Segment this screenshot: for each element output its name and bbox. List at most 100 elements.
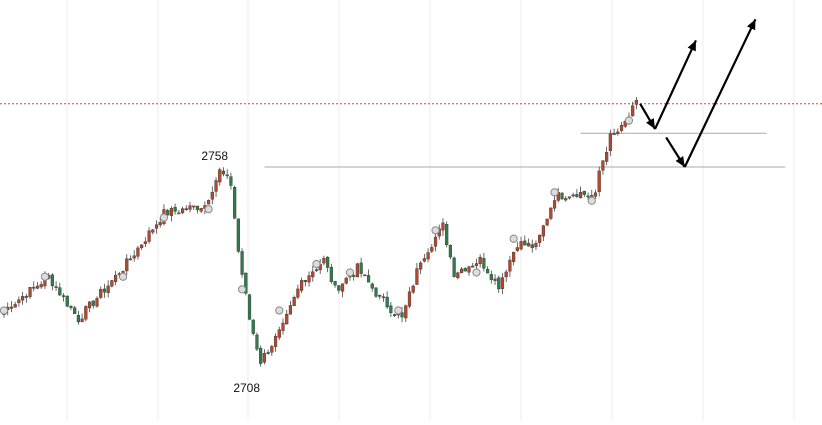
candle-body <box>486 268 490 274</box>
candle-body <box>225 174 229 177</box>
candle <box>54 281 58 291</box>
candle <box>154 220 159 234</box>
candle-body <box>326 256 330 268</box>
candle <box>378 294 382 300</box>
candle-body <box>400 312 404 318</box>
candle-body <box>140 244 144 248</box>
candle-body <box>102 288 107 293</box>
candle-body <box>28 287 32 297</box>
candle <box>50 273 54 291</box>
candle <box>601 160 605 175</box>
candle <box>80 313 84 323</box>
candle <box>404 304 408 322</box>
candle-body <box>593 192 598 197</box>
candle <box>218 167 222 186</box>
candle <box>281 318 285 335</box>
candle-body <box>497 277 501 290</box>
candle <box>370 282 374 292</box>
candle <box>195 205 200 214</box>
candle-body <box>456 272 460 279</box>
candle-body <box>500 277 505 289</box>
candle <box>35 281 40 290</box>
candle-body <box>478 256 482 265</box>
candle-body <box>300 280 304 291</box>
candle-body <box>322 257 326 264</box>
candle-body <box>571 194 575 197</box>
candle-body <box>65 295 69 307</box>
candle-body <box>84 306 88 320</box>
candle <box>188 201 192 213</box>
arrow-head-3 <box>747 19 756 31</box>
candle <box>519 236 523 251</box>
candle-body <box>519 241 523 250</box>
candle <box>221 167 226 177</box>
candle-body <box>329 267 333 282</box>
marker-dot <box>40 272 50 281</box>
candle <box>184 205 188 212</box>
candle <box>311 266 315 282</box>
candle <box>173 203 177 215</box>
candle <box>597 166 601 197</box>
candle <box>426 248 430 263</box>
marker-dot <box>394 306 403 315</box>
candle-body <box>448 245 452 258</box>
candle <box>329 263 333 284</box>
candle-layer <box>2 97 638 367</box>
arrow-head-1 <box>687 40 696 52</box>
candle-body <box>54 286 58 288</box>
candle-body <box>590 195 594 197</box>
candle <box>210 186 214 205</box>
candle-body <box>199 208 203 212</box>
candle-body <box>158 222 162 226</box>
candle <box>352 273 356 281</box>
candle-body <box>534 242 538 248</box>
candle <box>180 206 185 215</box>
candle <box>579 186 583 199</box>
candle <box>84 305 88 322</box>
candle-body <box>192 205 196 208</box>
candle-body <box>61 295 66 297</box>
candle-body <box>337 285 341 291</box>
candle <box>233 185 237 219</box>
candle <box>586 192 590 200</box>
candle-body <box>344 277 348 284</box>
candle-body <box>393 314 397 316</box>
candle-body <box>266 352 270 354</box>
candle-body <box>255 334 259 350</box>
candle-body <box>359 262 363 274</box>
candle-body <box>538 234 542 243</box>
candle-body <box>512 251 516 262</box>
candle-body <box>314 269 319 271</box>
candle-body <box>433 236 438 247</box>
candle-body <box>136 247 140 257</box>
candle-body <box>236 218 240 252</box>
candle <box>374 287 378 298</box>
candle <box>526 238 531 247</box>
candle <box>28 286 32 299</box>
candle <box>523 235 527 246</box>
candle <box>262 349 266 365</box>
candle-body <box>605 152 609 162</box>
candle-body <box>113 274 118 282</box>
candle <box>128 255 133 261</box>
arrow-layer <box>639 18 757 168</box>
candle-body <box>508 259 512 272</box>
candle-body <box>404 305 408 319</box>
candle <box>385 291 389 309</box>
candle-body <box>340 283 345 292</box>
candle-body <box>526 243 531 247</box>
candle-body <box>426 252 430 260</box>
candle-body <box>270 346 274 353</box>
candle <box>456 271 460 280</box>
candle-body <box>441 222 445 231</box>
candle <box>24 293 28 303</box>
candle <box>91 300 95 309</box>
candle <box>608 129 612 157</box>
candle <box>445 221 449 248</box>
candle <box>95 296 99 308</box>
candle <box>363 274 367 277</box>
candle <box>206 199 211 205</box>
candle <box>366 269 371 283</box>
candle <box>512 251 516 266</box>
candle <box>467 266 471 276</box>
